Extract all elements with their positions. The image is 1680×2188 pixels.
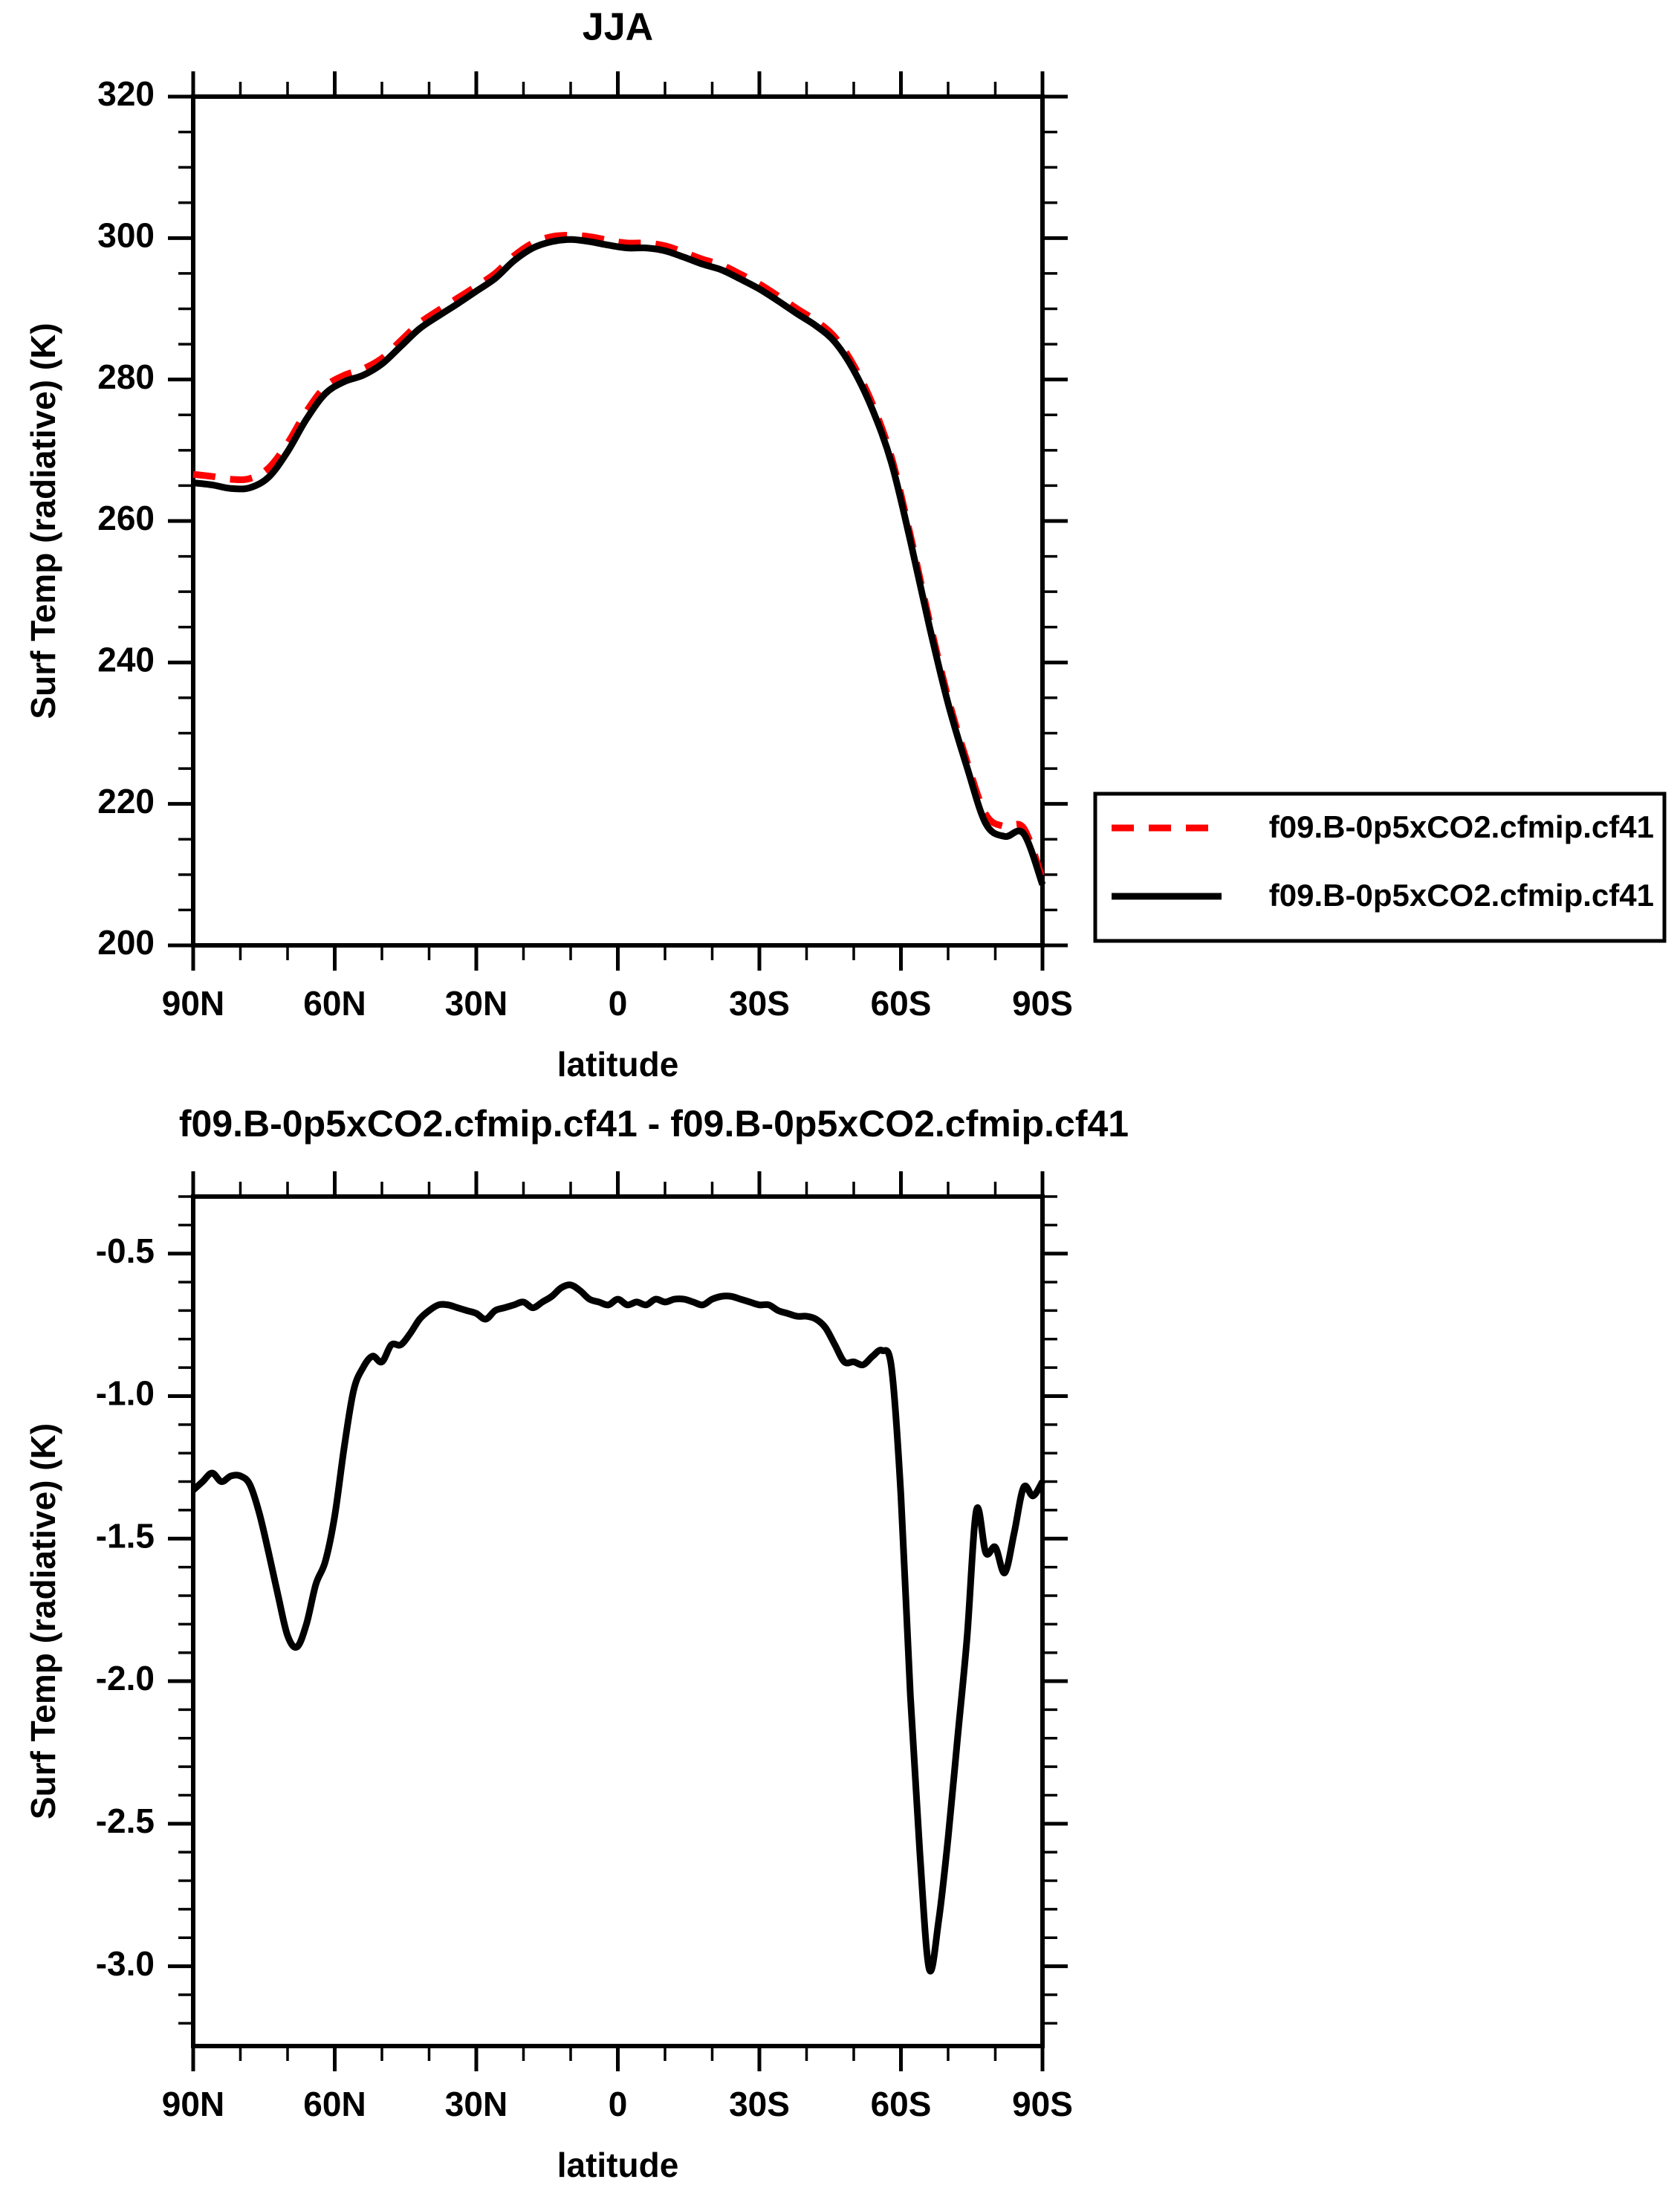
y-tick-label: -2.0 (96, 1659, 155, 1697)
y-tick-label: 320 (97, 74, 155, 113)
x-tick-label: 30N (445, 984, 507, 1023)
plot-panel-bottom-panel-difference: -0.5 -1.0 -1.5 -2.0 -2.5 -3.0 90N 60N 30N 0 30S 60S… (96, 1171, 1073, 2123)
x-tick-label: 60S (871, 984, 932, 1023)
data-series-1-solid (192, 236, 1046, 886)
bottom-panel-ylabel-text: Surf Temp (radiative) (K) (24, 1423, 62, 1819)
y-tick-label: -1.0 (96, 1374, 155, 1413)
y-tick-label: -2.5 (96, 1802, 155, 1840)
bottom-panel-xlabel-text: latitude (557, 2146, 679, 2184)
x-tick-label: 90S (1012, 2085, 1073, 2123)
top-panel-ylabel-text: Surf Temp (radiative) (K) (24, 323, 62, 719)
y-tick-label: 200 (97, 923, 155, 962)
y-tick-label: 280 (97, 357, 155, 396)
x-tick-label: 90N (162, 2085, 224, 2123)
y-tick-label: 220 (97, 782, 155, 821)
legend-label-0: f09.B-0p5xCO2.cfmip.cf41 (1269, 809, 1654, 844)
x-tick-label: 30S (729, 984, 790, 1023)
y-tick-label: 300 (97, 216, 155, 254)
y-tick-label: 240 (97, 640, 155, 679)
x-tick-label: 60S (871, 2085, 932, 2123)
top-panel-xlabel-text: latitude (557, 1045, 679, 1084)
x-tick-label: 60N (303, 2085, 366, 2123)
figure-labels: JJA Surf Temp (radiative) (K) latitude f09.… (24, 6, 1129, 2184)
top-panel-title-text: JJA (583, 6, 653, 49)
y-tick-label: -3.0 (96, 1944, 155, 1983)
data-series-0-solid (190, 1281, 1045, 1975)
x-tick-label: 0 (609, 2085, 628, 2123)
y-tick-label: 260 (97, 499, 155, 537)
y-tick-label: -1.5 (96, 1516, 155, 1555)
x-tick-label: 90S (1012, 984, 1073, 1023)
legend-box (1093, 792, 1667, 943)
legend-label-1: f09.B-0p5xCO2.cfmip.cf41 (1269, 878, 1654, 913)
y-tick-label: -0.5 (96, 1231, 155, 1270)
bottom-panel-title-text: f09.B-0p5xCO2.cfmip.cf41 - f09.B-0p5xCO2… (179, 1103, 1129, 1145)
x-tick-label: 90N (162, 984, 224, 1023)
plot-frame (191, 1194, 1045, 2048)
x-tick-label: 0 (609, 984, 628, 1023)
plot-frame (191, 94, 1045, 948)
x-tick-label: 30S (729, 2085, 790, 2123)
x-tick-label: 30N (445, 2085, 507, 2123)
x-tick-label: 60N (303, 984, 366, 1023)
legend: f09.B-0p5xCO2.cfmip.cf41 f09.B-0p5xCO2.cf… (1093, 792, 1667, 943)
